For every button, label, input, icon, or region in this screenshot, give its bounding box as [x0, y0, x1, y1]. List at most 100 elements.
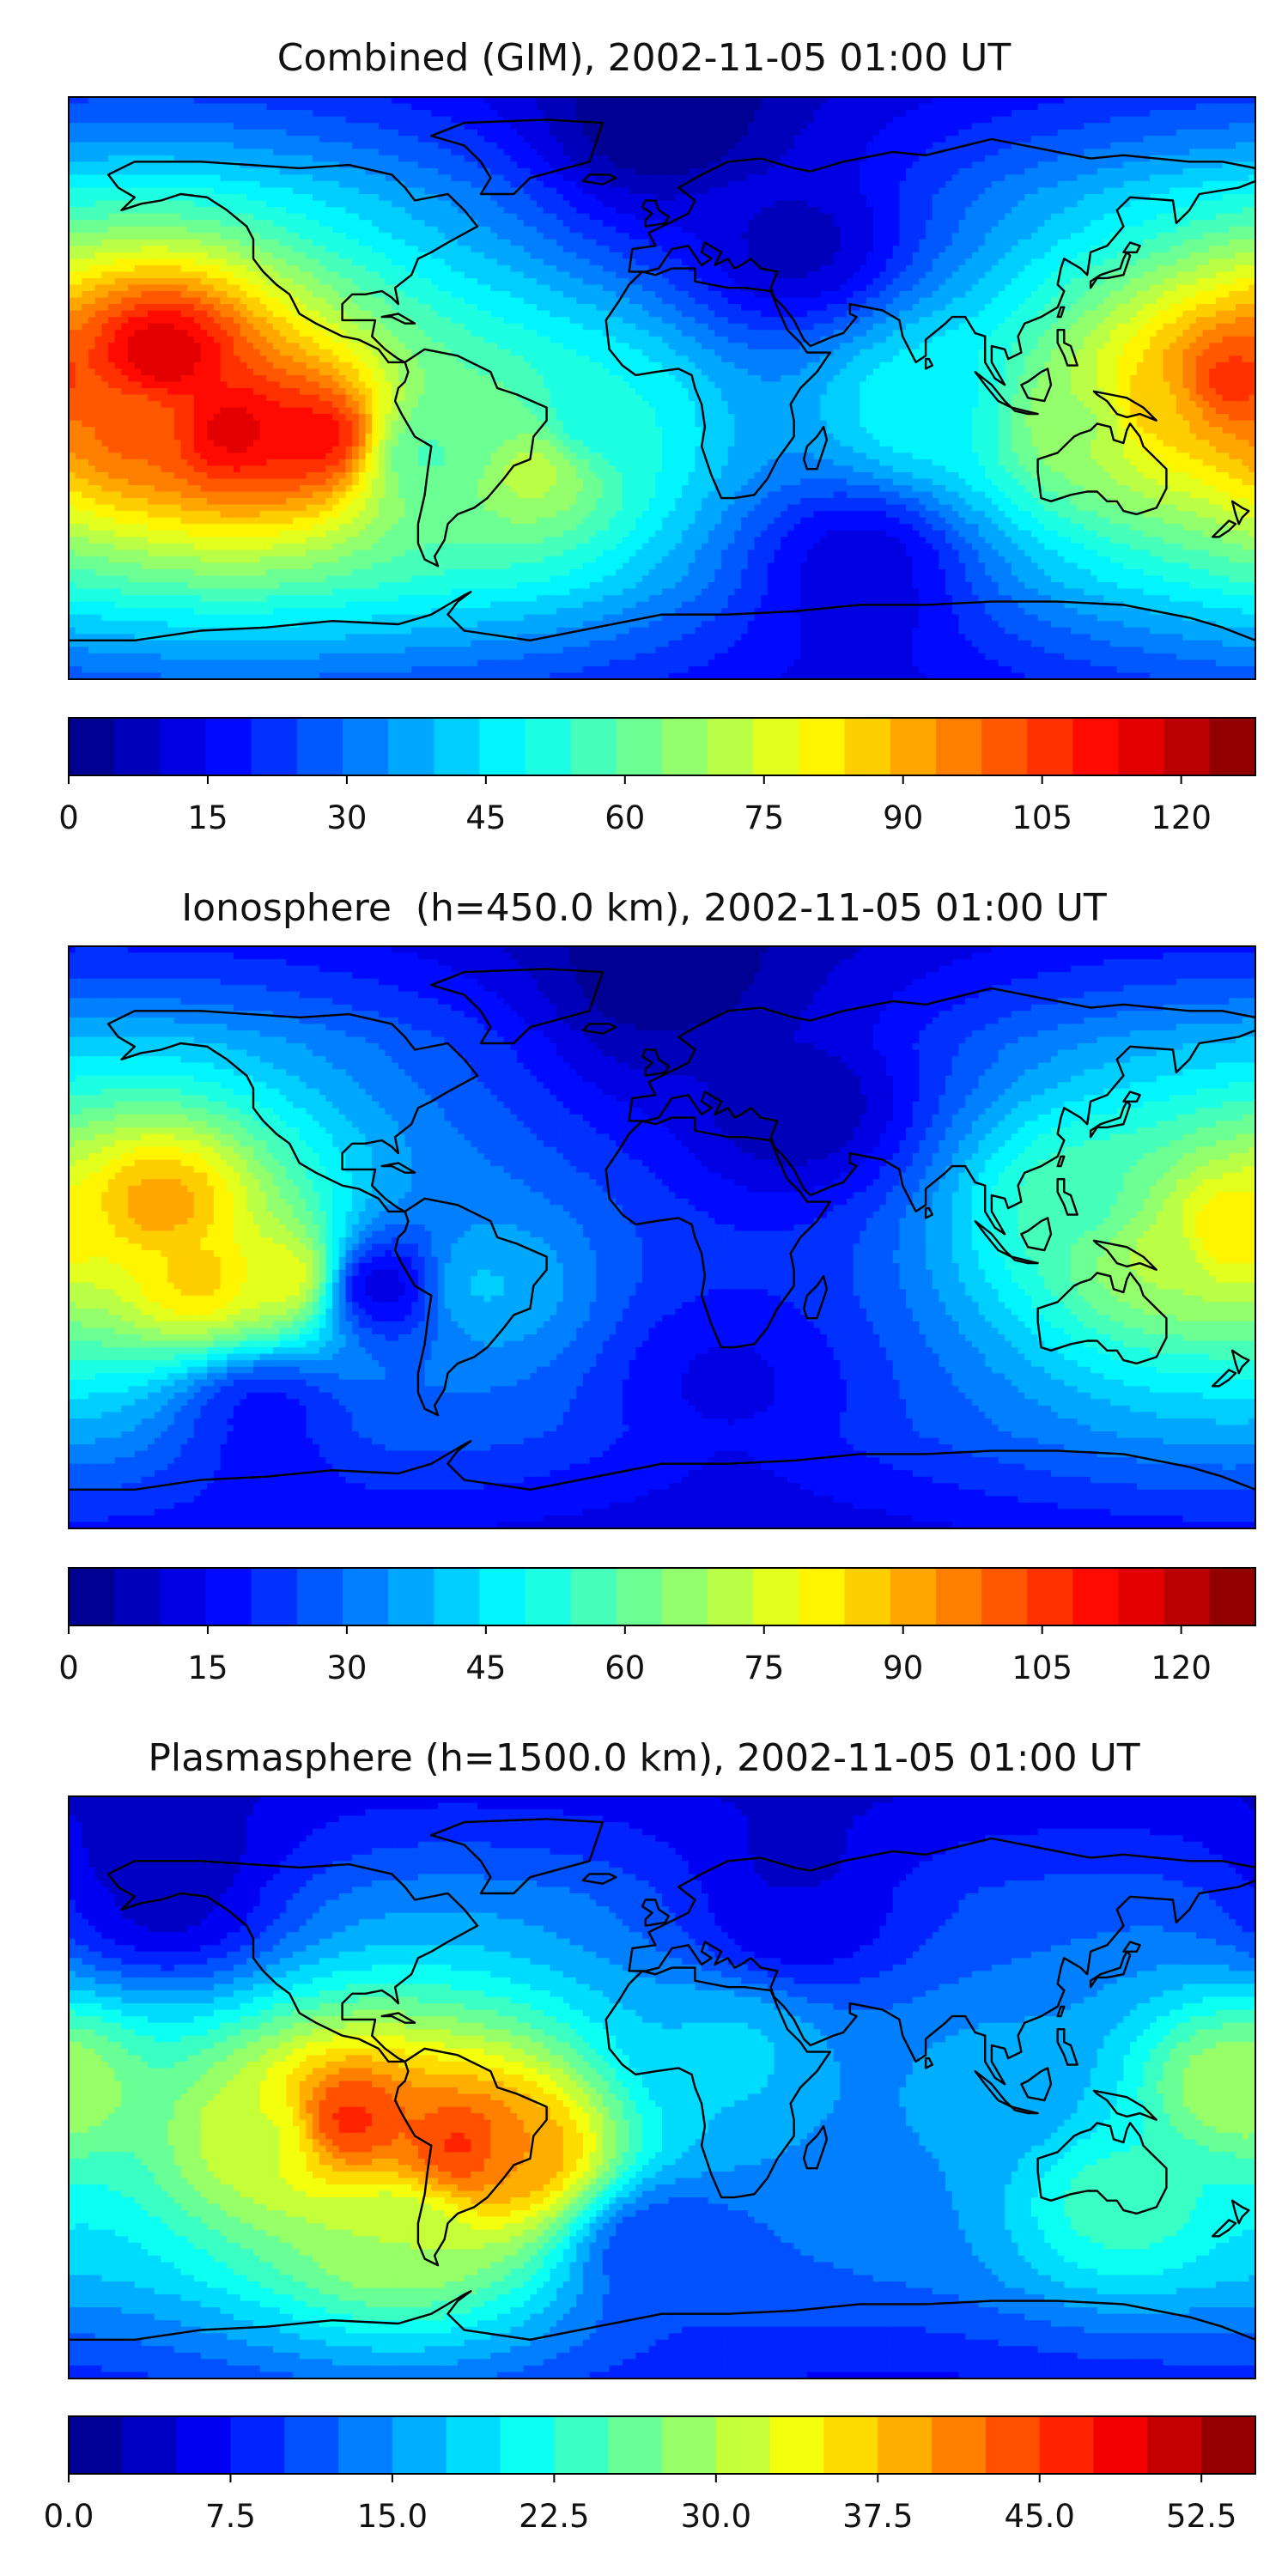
colorbar-segment — [446, 2416, 501, 2474]
colorbar-segment — [1209, 1568, 1256, 1625]
colorbar-tick-label: 0 — [58, 1649, 79, 1686]
coastline-cuba — [380, 1162, 416, 1174]
colorbar-segment — [570, 1568, 617, 1625]
coastline-new-zealand-north — [1230, 2199, 1250, 2225]
colorbar: 0 15 30 45 60 75 90 105 120 — [58, 1567, 1256, 1686]
colorbar-segment — [981, 718, 1028, 775]
colorbar-segment — [205, 1568, 252, 1625]
coastline-iceland — [581, 1023, 617, 1035]
colorbar-segment — [342, 718, 389, 775]
colorbar-segment — [753, 718, 799, 775]
colorbar: 0.0 7.5 15.0 22.5 30.0 37.5 45.0 52.5 — [44, 2415, 1256, 2535]
colorbar-tick-label: 60 — [605, 799, 645, 836]
colorbar-segment — [570, 718, 617, 775]
colorbar-segment — [160, 718, 206, 775]
panel-combined: Combined (GIM), 2002-11-05 01:00 UT 0 15 3… — [58, 36, 1256, 836]
coastline-borneo — [1020, 2067, 1053, 2102]
coastline-hokkaido — [1122, 241, 1141, 253]
coastline-north-america — [106, 1860, 479, 2063]
colorbar-segment — [1027, 1568, 1073, 1625]
coastline-madagascar — [802, 426, 829, 471]
colorbar-segment — [160, 1568, 206, 1625]
coastline-antarctica — [69, 591, 1255, 641]
coastline-taiwan — [1056, 306, 1066, 319]
colorbar-segment — [205, 718, 252, 775]
colorbar-segment — [388, 718, 434, 775]
colorbar-segment — [753, 1568, 799, 1625]
panel-title: Plasmasphere (h=1500.0 km), 2002-11-05 0… — [148, 1736, 1139, 1780]
colorbar-segment — [1201, 2416, 1256, 2474]
coastline-java — [1010, 406, 1039, 416]
coastline-java — [1010, 2105, 1039, 2115]
coastline-africa — [605, 1116, 831, 1349]
coastline-antarctica — [69, 1440, 1255, 1491]
colorbar-frame — [68, 2415, 1256, 2475]
colorbar-tick-label: 75 — [744, 1649, 784, 1686]
colorbar-segment — [1209, 718, 1256, 775]
colorbar-segment — [479, 718, 526, 775]
colorbar-segment — [434, 718, 480, 775]
colorbar-segment — [500, 2416, 555, 2474]
coastline-eurasia — [628, 137, 1255, 386]
colorbar-segment — [114, 1568, 161, 1625]
colorbar-tick-label: 45 — [465, 1649, 506, 1686]
colorbar-segment — [823, 2416, 878, 2474]
colorbar-segment — [122, 2416, 178, 2474]
colorbar-segment — [890, 1568, 937, 1625]
coastline-eurasia — [628, 987, 1255, 1236]
colorbar-tick-label: 45.0 — [1005, 2498, 1075, 2535]
colorbar-segment — [935, 1568, 982, 1625]
coastline-new-zealand-north — [1230, 500, 1250, 526]
colorbar-tick-label: 22.5 — [519, 2498, 589, 2535]
coastline-uk — [641, 1048, 670, 1077]
colorbar-segment — [981, 1568, 1028, 1625]
coastline-eurasia — [628, 1837, 1255, 2086]
coastline-sri-lanka — [924, 2057, 933, 2069]
colorbar-segment — [616, 1568, 663, 1625]
coastline-south-america — [393, 348, 548, 568]
coastline-greenland — [430, 968, 605, 1045]
colorbar-segment — [708, 1568, 754, 1625]
colorbar-segment — [434, 1568, 480, 1625]
coastline-greenland — [430, 1818, 605, 1895]
coastline-south-america — [393, 1197, 548, 1417]
colorbar-segment — [1027, 718, 1073, 775]
colorbar-segment — [69, 2416, 124, 2474]
colorbar-segment — [69, 718, 115, 775]
coastline-borneo — [1020, 1217, 1053, 1252]
coastline-cuba — [380, 313, 416, 325]
colorbar-tick-label: 90 — [883, 799, 923, 836]
colorbar-tick-label: 0 — [58, 799, 79, 836]
colorbar-segment — [1093, 2416, 1148, 2474]
colorbar-segment — [1163, 718, 1211, 775]
colorbar-segment — [799, 718, 846, 775]
coastline-cuba — [380, 2012, 416, 2024]
coastlines — [69, 1818, 1255, 2341]
colorbar-segment — [388, 1568, 434, 1625]
colorbar-segment — [662, 718, 708, 775]
colorbar-tick-label: 75 — [744, 799, 784, 836]
colorbar-segment — [878, 2416, 933, 2474]
coastline-australia — [1036, 2122, 1168, 2215]
colorbar-tick-label: 45 — [465, 799, 506, 836]
colorbar-frame — [68, 717, 1256, 776]
panel-title: Combined (GIM), 2002-11-05 01:00 UT — [277, 36, 1012, 80]
colorbar-tick-label: 52.5 — [1166, 2498, 1236, 2535]
coastline-borneo — [1020, 368, 1053, 403]
coastline-taiwan — [1056, 2005, 1066, 2018]
map-field — [69, 1796, 1255, 2379]
colorbar-segment — [69, 1568, 115, 1625]
colorbar-tick-label: 37.5 — [842, 2498, 913, 2535]
coastline-africa — [605, 1966, 831, 2199]
coastline-australia — [1036, 1272, 1168, 1365]
colorbar-segment — [1039, 2416, 1095, 2474]
map-frame — [68, 96, 1256, 680]
coastline-greenland — [430, 118, 605, 196]
coastline-iceland — [581, 1873, 617, 1885]
colorbar-segment — [844, 1568, 891, 1625]
colorbar-segment — [1072, 718, 1120, 775]
coastline-iceland — [581, 173, 617, 185]
coastline-antarctica — [69, 2290, 1255, 2341]
colorbar-tick-label: 120 — [1151, 1649, 1212, 1686]
coastline-philippines — [1056, 1178, 1078, 1216]
